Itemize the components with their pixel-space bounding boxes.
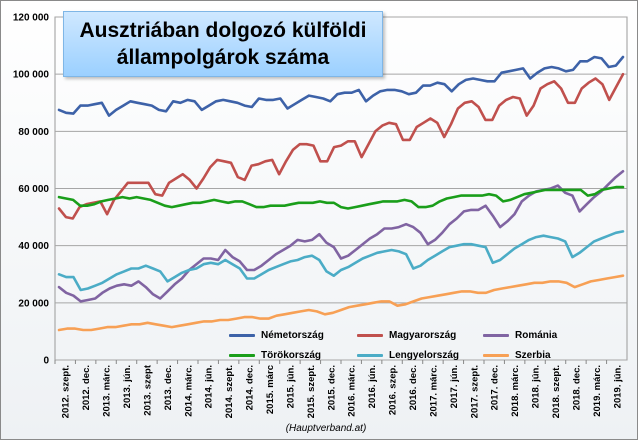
y-tick-label: 60 000 (18, 184, 49, 195)
series-line-szerbia (57, 274, 625, 332)
x-tick-label: 2015. márc (265, 365, 276, 414)
legend-swatch-szerbia (483, 353, 509, 357)
chart-title-line-1: Ausztriában dolgozó külföldi (79, 19, 367, 42)
x-tick-label: 2012. szept. (61, 365, 72, 418)
x-tick-label: 2013. szept (142, 364, 153, 416)
x-tick-label: 2018. szept. (551, 365, 562, 418)
legend-item-nemetorszag: Németország (229, 327, 324, 343)
x-tick-label: 2016. jún. (367, 365, 378, 408)
x-tick-label: 2015. jún. (285, 365, 296, 408)
series-lines (57, 55, 625, 332)
legend-item-lengyelorszag: Lengyelország (357, 347, 459, 363)
legend-swatch-nemetorszag (229, 333, 255, 337)
legend-item-romania: Románia (483, 327, 557, 343)
x-tick-label: 2017. márc. (428, 365, 439, 417)
chart-title-line-2: állampolgárok száma (116, 46, 330, 69)
x-tick-label: 2014. szept. (224, 365, 235, 418)
x-tick-label: 2015. szept. (306, 365, 317, 418)
x-tick-label: 2016. dec. (408, 365, 419, 410)
x-axis-ticks: 2012. szept. 2012. dec. 2013. márc. 2013. j… (54, 360, 623, 418)
legend-label-torokorszag: Törökország (261, 349, 322, 361)
x-tick-label: 2019. jún. (612, 365, 623, 408)
legend-item-szerbia: Szerbia (483, 347, 551, 363)
series-line-torokorszag (57, 185, 625, 210)
source-note: (Hauptverband.at) (285, 423, 367, 434)
y-tick-label: 80 000 (18, 127, 49, 138)
x-tick-label: 2016. szep. (388, 365, 399, 415)
series-line-lengyelorszag (57, 230, 625, 292)
x-tick-label: 2018. jún. (531, 365, 542, 408)
x-tick-label: 2013. jún. (122, 365, 133, 408)
x-tick-label: 2012. dec. (81, 365, 92, 410)
legend-item-torokorszag: Törökország (229, 347, 321, 363)
series-line-nemetorszag (57, 55, 625, 117)
y-tick-label: 120 000 (13, 13, 50, 24)
x-tick-label: 2016. márc. (347, 365, 358, 417)
legend-swatch-magyarorszag (357, 333, 383, 337)
series-line-magyarorszag (57, 72, 625, 220)
legend-label-lengyelorszag: Lengyelország (389, 349, 460, 361)
x-tick-label: 2013. márc. (102, 365, 113, 417)
x-tick-label: 2015. dec. (326, 365, 337, 410)
x-tick-label: 2017. dec. (490, 365, 501, 410)
x-tick-label: 2014. dec. (245, 365, 256, 410)
y-tick-label: 20 000 (18, 298, 49, 309)
legend-item-magyarorszag: Magyarország (357, 327, 456, 343)
legend-swatch-romania (483, 333, 509, 337)
series-line-romania (57, 170, 625, 303)
legend-swatch-torokorszag (229, 353, 255, 357)
legend-label-magyarorszag: Magyarország (389, 329, 457, 341)
y-tick-label: 40 000 (18, 241, 49, 252)
legend: Németország Magyarország Románia Törökor… (229, 323, 609, 365)
x-tick-label: 2019. márc. (592, 365, 603, 417)
y-tick-label: 0 (43, 356, 49, 367)
legend-label-nemetorszag: Németország (261, 329, 324, 341)
legend-label-romania: Románia (515, 329, 558, 341)
x-tick-label: 2014. márc. (183, 365, 194, 417)
x-tick-label: 2014. jún. (204, 365, 215, 408)
chart-title: Ausztriában dolgozó külföldi állampolgár… (63, 11, 383, 77)
x-tick-label: 2018. dec. (571, 365, 582, 410)
x-tick-label: 2013. dec. (163, 365, 174, 410)
x-tick-label: 2017. jún. (449, 365, 460, 408)
y-axis-ticks: 0 20 000 40 000 60 000 80 000 100 000 120 000 (13, 13, 50, 367)
x-tick-label: 2017. szept. (469, 365, 480, 418)
y-tick-label: 100 000 (13, 70, 50, 81)
legend-swatch-lengyelorszag (357, 353, 383, 357)
x-tick-label: 2018. márc. (510, 365, 521, 417)
legend-label-szerbia: Szerbia (515, 349, 551, 361)
